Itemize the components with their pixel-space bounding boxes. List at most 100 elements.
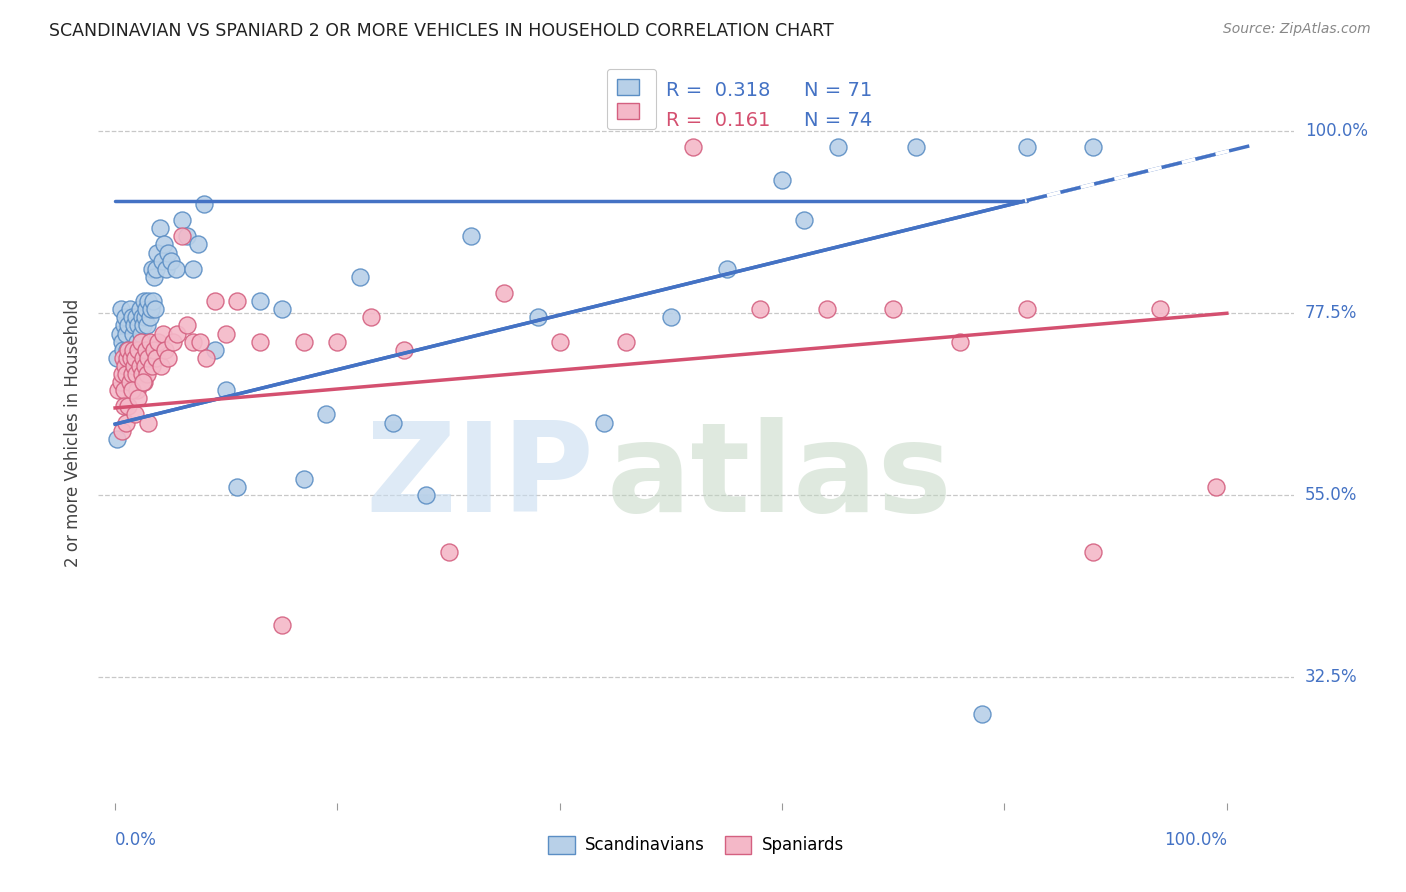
Point bbox=[249, 294, 271, 309]
Point bbox=[148, 221, 170, 235]
Point bbox=[526, 310, 548, 325]
Point bbox=[111, 367, 134, 381]
Point bbox=[1205, 480, 1227, 494]
Point bbox=[138, 310, 160, 325]
Point bbox=[176, 318, 198, 333]
Point bbox=[110, 302, 132, 317]
Text: 77.5%: 77.5% bbox=[1305, 304, 1357, 322]
Point bbox=[114, 310, 136, 325]
Point bbox=[159, 253, 181, 268]
Point bbox=[121, 310, 143, 325]
Text: 100.0%: 100.0% bbox=[1164, 831, 1227, 849]
Point bbox=[132, 375, 155, 389]
Point bbox=[153, 237, 176, 252]
Text: Source: ZipAtlas.com: Source: ZipAtlas.com bbox=[1223, 22, 1371, 37]
Point bbox=[112, 400, 135, 414]
Point bbox=[125, 367, 148, 381]
Point bbox=[120, 351, 142, 365]
Point bbox=[150, 253, 173, 268]
Point bbox=[166, 326, 188, 341]
Point bbox=[111, 424, 134, 438]
Point bbox=[155, 261, 177, 276]
Point bbox=[136, 367, 159, 381]
Point bbox=[152, 326, 174, 341]
Point bbox=[131, 310, 153, 325]
Point bbox=[124, 408, 146, 422]
Point bbox=[114, 359, 136, 373]
Point bbox=[616, 334, 638, 349]
Point bbox=[187, 237, 209, 252]
Point bbox=[1015, 140, 1038, 154]
Point bbox=[548, 334, 571, 349]
Point bbox=[181, 334, 204, 349]
Point bbox=[972, 706, 994, 721]
Point bbox=[142, 294, 165, 309]
Point bbox=[415, 488, 437, 502]
Text: N = 71: N = 71 bbox=[804, 81, 872, 100]
Point bbox=[112, 383, 135, 397]
Point bbox=[132, 318, 155, 333]
Point bbox=[141, 261, 163, 276]
Point bbox=[360, 310, 382, 325]
Point bbox=[226, 294, 249, 309]
Point bbox=[181, 261, 204, 276]
Point bbox=[682, 140, 704, 154]
Point bbox=[176, 229, 198, 244]
Text: 0.0%: 0.0% bbox=[115, 831, 157, 849]
Point bbox=[111, 351, 134, 365]
Point bbox=[882, 302, 904, 317]
Point bbox=[1149, 302, 1171, 317]
Point bbox=[121, 383, 143, 397]
Point bbox=[127, 318, 149, 333]
Point bbox=[146, 245, 169, 260]
Point bbox=[249, 334, 271, 349]
Point bbox=[815, 302, 838, 317]
Point bbox=[129, 334, 152, 349]
Point bbox=[127, 391, 149, 405]
Y-axis label: 2 or more Vehicles in Household: 2 or more Vehicles in Household bbox=[63, 299, 82, 566]
Point bbox=[382, 416, 405, 430]
Point bbox=[135, 302, 157, 317]
Point bbox=[115, 367, 138, 381]
Point bbox=[157, 351, 180, 365]
Text: 100.0%: 100.0% bbox=[1305, 122, 1368, 140]
Point bbox=[204, 343, 226, 357]
Point bbox=[157, 245, 180, 260]
Point bbox=[112, 318, 135, 333]
Point bbox=[949, 334, 972, 349]
Point bbox=[392, 343, 415, 357]
Point bbox=[136, 318, 159, 333]
Point bbox=[117, 400, 139, 414]
Text: 55.0%: 55.0% bbox=[1305, 486, 1357, 504]
Point bbox=[148, 334, 170, 349]
Point bbox=[494, 286, 516, 301]
Point bbox=[170, 213, 193, 227]
Point bbox=[124, 351, 146, 365]
Point bbox=[122, 359, 145, 373]
Point bbox=[162, 334, 184, 349]
Point bbox=[215, 383, 238, 397]
Point bbox=[118, 375, 141, 389]
Point bbox=[139, 302, 162, 317]
Text: atlas: atlas bbox=[606, 417, 952, 538]
Point bbox=[143, 343, 166, 357]
Point bbox=[326, 334, 349, 349]
Point bbox=[117, 318, 139, 333]
Point bbox=[128, 359, 150, 373]
Point bbox=[135, 343, 157, 357]
Point bbox=[770, 173, 793, 187]
Point bbox=[437, 545, 460, 559]
Point bbox=[138, 416, 160, 430]
Point bbox=[1083, 140, 1105, 154]
Point bbox=[195, 351, 218, 365]
Point bbox=[226, 480, 249, 494]
Point bbox=[107, 383, 129, 397]
Point bbox=[120, 351, 142, 365]
Point bbox=[270, 617, 292, 632]
Point bbox=[111, 334, 134, 349]
Point bbox=[128, 302, 150, 317]
Point bbox=[138, 294, 160, 309]
Point bbox=[204, 294, 226, 309]
Point bbox=[138, 351, 160, 365]
Point bbox=[110, 375, 132, 389]
